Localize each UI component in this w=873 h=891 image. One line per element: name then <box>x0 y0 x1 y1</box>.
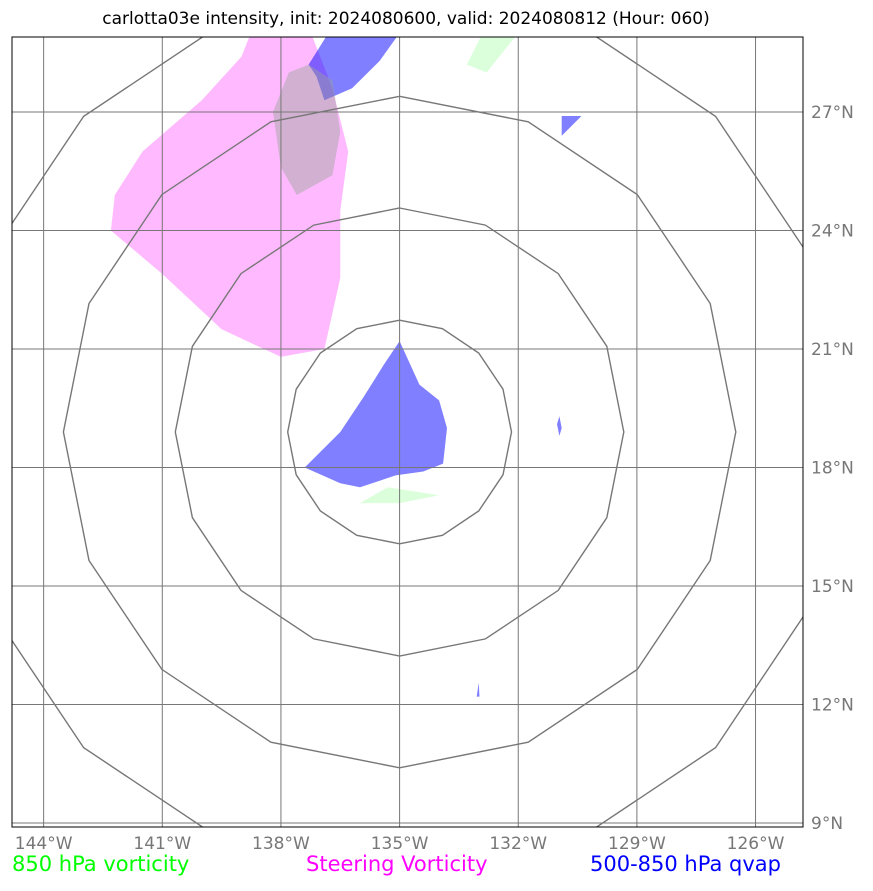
lon-tick-label: 129°W <box>608 834 666 854</box>
lon-tick-label: 144°W <box>15 834 73 854</box>
lat-tick-label: 12°N <box>811 696 854 716</box>
lat-tick-label: 21°N <box>811 340 854 360</box>
range-ring <box>12 37 803 827</box>
qvap-area-1 <box>308 37 397 101</box>
qvap-area-4 <box>476 682 480 697</box>
range-rings <box>12 37 803 827</box>
lat-tick-label: 24°N <box>811 222 854 242</box>
range-ring <box>62 95 737 769</box>
lat-tick-label: 18°N <box>811 459 854 479</box>
legend-850-vorticity: 850 hPa vorticity <box>12 852 190 876</box>
map-title: carlotta03e intensity, init: 2024080600,… <box>102 9 710 29</box>
graticule <box>12 37 803 827</box>
qvap-area-2 <box>561 116 582 136</box>
qvap-area-0 <box>304 341 447 488</box>
field-overlap-area-0 <box>273 64 341 195</box>
lat-tick-label: 27°N <box>811 103 854 123</box>
range-ring <box>174 207 625 657</box>
legend-qvap: 500-850 hPa qvap <box>590 852 781 876</box>
qvap-area-3 <box>557 416 562 436</box>
lon-tick-label: 138°W <box>252 834 310 854</box>
tick-labels: 144°W 141°W 138°W 135°W 132°W 129°W 126°W 9°N 12… <box>15 103 854 854</box>
vorticity-850-area-1 <box>466 37 516 73</box>
legend-steering-vorticity: Steering Vorticity <box>306 852 488 876</box>
lon-tick-label: 132°W <box>489 834 547 854</box>
lon-tick-label: 135°W <box>371 834 429 854</box>
field-layer <box>110 37 582 697</box>
range-ring <box>286 319 513 545</box>
lat-tick-label: 9°N <box>811 814 843 834</box>
steering-vorticity-area-0 <box>110 37 349 357</box>
lon-tick-label: 126°W <box>727 834 785 854</box>
plot-frame <box>11 36 804 828</box>
lon-tick-label: 141°W <box>133 834 191 854</box>
lat-tick-label: 15°N <box>811 577 854 597</box>
